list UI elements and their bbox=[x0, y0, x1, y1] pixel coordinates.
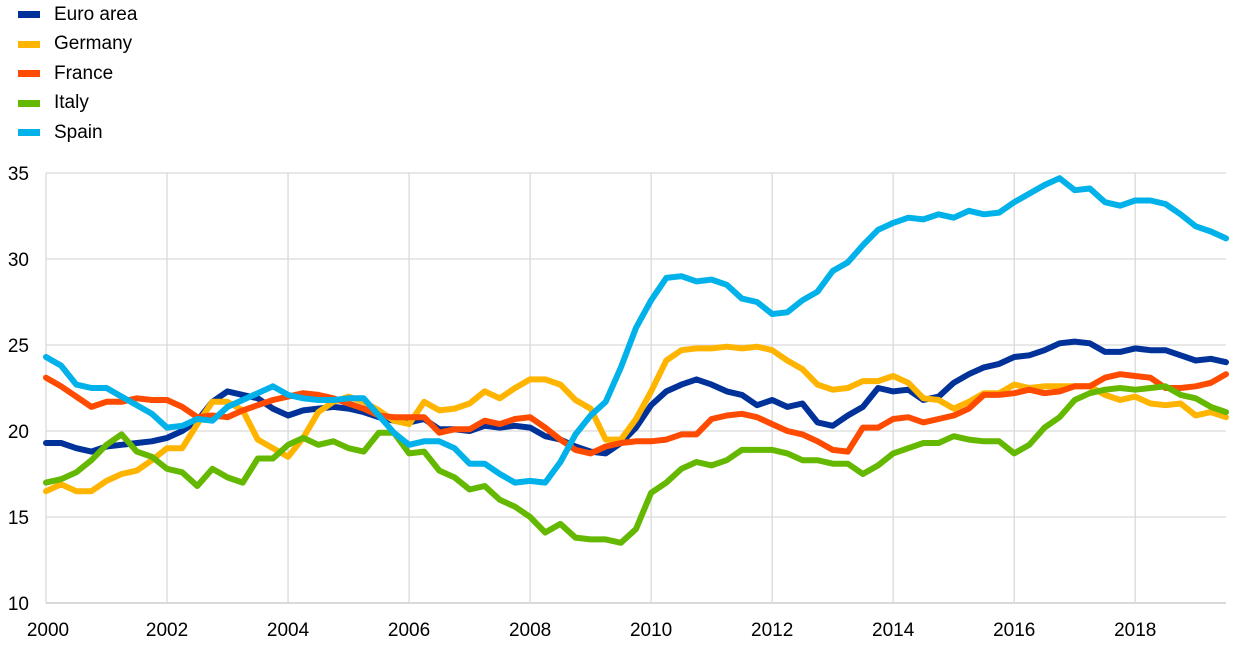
series-line-italy bbox=[43, 383, 1229, 546]
series-line-france bbox=[43, 371, 1229, 457]
legend-swatch bbox=[18, 11, 40, 19]
legend-item: Euro area bbox=[18, 0, 137, 30]
x-tick-label: 2000 bbox=[27, 620, 69, 641]
y-tick-label: 15 bbox=[8, 508, 29, 529]
legend-label: Italy bbox=[54, 92, 89, 114]
legend-label: France bbox=[54, 62, 114, 84]
x-tick-label: 2004 bbox=[267, 620, 310, 641]
series-line-euro-area bbox=[43, 338, 1229, 457]
y-tick-label: 25 bbox=[8, 336, 29, 357]
legend-item: France bbox=[18, 59, 137, 89]
legend-label: Spain bbox=[54, 121, 103, 143]
x-tick-label: 2010 bbox=[630, 620, 672, 641]
legend-swatch bbox=[18, 129, 40, 137]
legend-item: Germany bbox=[18, 30, 137, 60]
legend-item: Italy bbox=[18, 89, 137, 119]
legend-swatch bbox=[18, 99, 40, 107]
chart-legend: Euro area Germany France Italy Spain bbox=[18, 0, 137, 148]
x-tick-label: 2014 bbox=[872, 620, 915, 641]
y-tick-label: 30 bbox=[8, 250, 29, 271]
legend-swatch bbox=[18, 40, 40, 48]
x-tick-label: 2006 bbox=[388, 620, 430, 641]
x-tick-label: 2018 bbox=[1114, 620, 1156, 641]
y-tick-label: 35 bbox=[8, 164, 29, 185]
series-line-spain bbox=[43, 175, 1229, 486]
y-tick-label: 20 bbox=[8, 422, 29, 443]
legend-label: Germany bbox=[54, 33, 133, 55]
legend-item: Spain bbox=[18, 118, 137, 148]
legend-label: Euro area bbox=[54, 3, 138, 25]
x-tick-label: 2008 bbox=[509, 620, 551, 641]
x-tick-label: 2012 bbox=[751, 620, 793, 641]
x-tick-label: 2016 bbox=[993, 620, 1035, 641]
x-tick-label: 2002 bbox=[146, 620, 188, 641]
y-tick-label: 10 bbox=[8, 594, 29, 615]
legend-swatch bbox=[18, 70, 40, 78]
